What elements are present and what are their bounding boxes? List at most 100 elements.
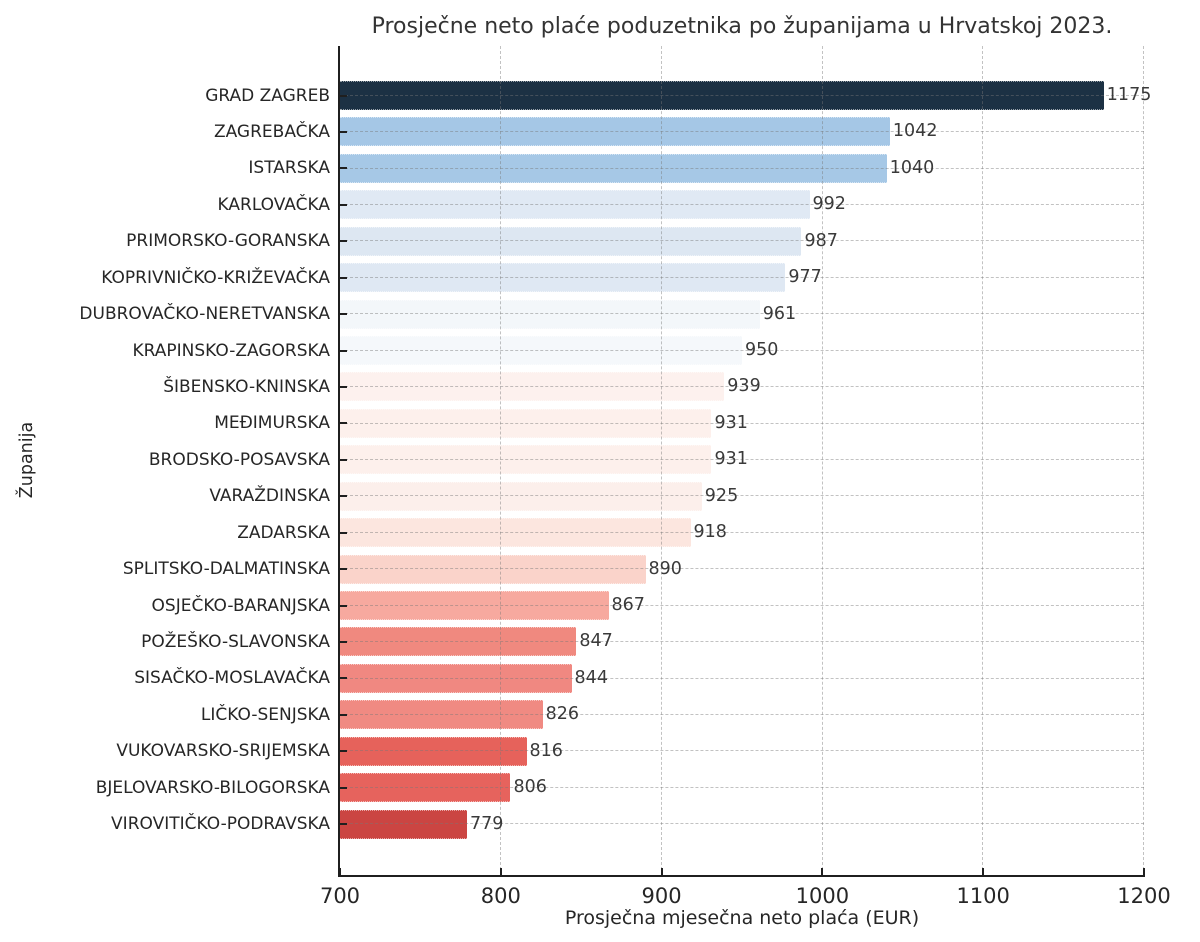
gridline-x-1000 — [821, 46, 823, 875]
y-tick-mark-splitsko-dalmatinska — [340, 568, 347, 571]
y-tick-label-grad-zagreb: GRAD ZAGREB — [205, 85, 330, 106]
gridline-y-pozesko-slavonska — [340, 641, 1144, 643]
bar-value-label-grad-zagreb: 1175 — [1106, 85, 1152, 105]
x-tick-mark-1000 — [821, 868, 824, 875]
y-tick-label-licko-senjska: LIČKO-SENJSKA — [200, 704, 330, 725]
bar-viroviticko-podravska — [340, 809, 468, 839]
bar-pozesko-slavonska — [340, 627, 577, 657]
y-tick-mark-karlovacka — [340, 203, 347, 206]
gridline-y-osjecko-baranjska — [340, 604, 1144, 606]
y-tick-label-brodsko-posavska: BRODSKO-POSAVSKA — [148, 449, 330, 470]
y-tick-mark-zadarska — [340, 531, 347, 534]
bar-value-label-varazdinska: 925 — [704, 485, 739, 506]
gridline-x-900 — [660, 46, 662, 875]
bar-value-label-osjecko-baranjska: 867 — [611, 595, 645, 616]
y-tick-label-viroviticko-podravska: VIROVITIČKO-PODRAVSKA — [111, 814, 330, 835]
y-tick-mark-dubrovacko-neretvanska — [340, 313, 347, 316]
bar-value-label-medimurska: 931 — [714, 412, 748, 433]
bar-karlovacka — [340, 190, 810, 220]
y-tick-label-karlovacka: KARLOVAČKA — [217, 194, 330, 215]
gridline-y-sisacko-moslavacka — [340, 677, 1144, 679]
bar-grad-zagreb — [340, 81, 1104, 110]
x-axis-label: Prosječna mjesečna neto plaća (EUR) — [564, 907, 920, 929]
gridline-y-brodsko-posavska — [340, 459, 1144, 460]
y-tick-label-krapinsko-zagorska: KRAPINSKO-ZAGORSKA — [132, 340, 331, 361]
gridline-y-varazdinska — [340, 495, 1144, 497]
plot-area: 1175 1042 1040 992 987 977 961 950 939 931 931 925 9… — [340, 46, 1151, 875]
y-tick-label-splitsko-dalmatinska: SPLITSKO-DALMATINSKA — [122, 559, 330, 580]
x-tick-mark-900 — [660, 868, 663, 875]
bar-osjecko-baranjska — [340, 591, 609, 621]
x-tick-label-1200: 1200 — [1117, 884, 1171, 908]
gridline-x-800 — [500, 46, 501, 875]
y-tick-mark-primorsko-goranska — [340, 240, 347, 243]
y-tick-label-primorsko-goranska: PRIMORSKO-GORANSKA — [126, 231, 330, 252]
y-tick-label-osjecko-baranjska: OSJEČKO-BARANJSKA — [151, 595, 330, 616]
bar-value-label-zagrebacka: 1042 — [892, 121, 938, 142]
chart-title: Prosječne neto plaće poduzetnika po župa… — [371, 14, 1113, 39]
gridline-y-bjelovarsko-bilogorska — [340, 786, 1144, 788]
y-tick-mark-medimurska — [340, 422, 347, 425]
bar-value-label-bjelovarsko-bilogorska: 806 — [513, 777, 547, 798]
x-tick-label-1000: 1000 — [795, 884, 850, 908]
y-tick-mark-koprivnicko-krizevacka — [340, 276, 347, 279]
bar-brodsko-posavska — [340, 445, 712, 475]
x-tick-mark-1200 — [1143, 868, 1145, 875]
gridline-y-licko-senjska — [340, 714, 1144, 715]
y-tick-mark-osjecko-baranjska — [340, 604, 347, 607]
y-tick-label-sisacko-moslavacka: SISAČKO-MOSLAVAČKA — [134, 668, 330, 689]
bar-koprivnicko-krizevacka — [340, 263, 786, 293]
gridline-y-karlovacka — [340, 203, 1144, 205]
bar-zagrebacka — [340, 117, 890, 147]
x-axis-spine — [338, 875, 1145, 877]
bar-zadarska — [340, 518, 691, 548]
y-tick-mark-licko-senjska — [340, 713, 347, 716]
bar-value-label-dubrovacko-neretvanska: 961 — [762, 303, 797, 324]
y-tick-mark-viroviticko-podravska — [340, 823, 347, 826]
y-tick-mark-bjelovarsko-bilogorska — [340, 786, 347, 789]
bars-layer — [340, 46, 1144, 875]
gridline-y-viroviticko-podravska — [340, 823, 1144, 825]
gridline-y-grad-zagreb — [340, 94, 1144, 96]
y-tick-mark-istarska — [340, 167, 347, 170]
y-tick-label-sibensko-kninska: ŠIBENSKO-KNINSKA — [163, 376, 330, 397]
bar-licko-senjska — [340, 700, 543, 730]
gridline-y-zagrebacka — [340, 131, 1144, 133]
y-tick-label-vukovarsko-srijemska: VUKOVARSKO-SRIJEMSKA — [116, 741, 330, 762]
bar-medimurska — [340, 408, 712, 438]
y-tick-mark-vukovarsko-srijemska — [340, 750, 347, 753]
y-tick-label-zagrebacka: ZAGREBAČKA — [213, 121, 330, 142]
x-tick-label-800: 800 — [480, 884, 521, 908]
y-axis-spine — [338, 46, 340, 877]
gridline-y-vukovarsko-srijemska — [340, 750, 1144, 752]
bar-bjelovarsko-bilogorska — [340, 773, 511, 803]
y-tick-mark-pozesko-slavonska — [340, 640, 347, 643]
bar-value-label-koprivnicko-krizevacka: 977 — [788, 267, 822, 288]
bar-dubrovacko-neretvanska — [340, 299, 760, 329]
x-tick-label-700: 700 — [319, 884, 361, 908]
bar-value-label-brodsko-posavska: 931 — [714, 449, 748, 470]
bar-krapinsko-zagorska — [340, 336, 742, 365]
bar-value-label-krapinsko-zagorska: 950 — [745, 340, 779, 360]
bar-splitsko-dalmatinska — [340, 554, 646, 584]
bar-value-label-sibensko-kninska: 939 — [727, 376, 761, 397]
y-tick-label-istarska: ISTARSKA — [248, 158, 330, 179]
gridline-y-istarska — [340, 167, 1144, 169]
bar-sisacko-moslavacka — [340, 663, 572, 693]
y-tick-mark-zagrebacka — [340, 130, 347, 133]
y-tick-label-koprivnicko-krizevacka: KOPRIVNIČKO-KRIŽEVAČKA — [101, 267, 330, 288]
y-tick-mark-grad-zagreb — [340, 94, 347, 97]
bar-value-label-karlovacka: 992 — [812, 194, 846, 215]
bar-value-label-istarska: 1040 — [889, 157, 935, 178]
y-tick-mark-sisacko-moslavacka — [340, 677, 347, 680]
bar-primorsko-goranska — [340, 226, 802, 256]
bar-value-label-sisacko-moslavacka: 844 — [574, 667, 608, 688]
gridline-y-splitsko-dalmatinska — [340, 568, 1144, 570]
bar-sibensko-kninska — [340, 372, 725, 402]
y-tick-label-dubrovacko-neretvanska: DUBROVAČKO-NERETVANSKA — [79, 304, 330, 325]
y-tick-mark-varazdinska — [340, 495, 347, 498]
y-tick-label-pozesko-slavonska: POŽEŠKO-SLAVONSKA — [141, 631, 330, 652]
bar-value-label-vukovarsko-srijemska: 816 — [529, 740, 563, 761]
x-tick-mark-700 — [339, 868, 341, 875]
